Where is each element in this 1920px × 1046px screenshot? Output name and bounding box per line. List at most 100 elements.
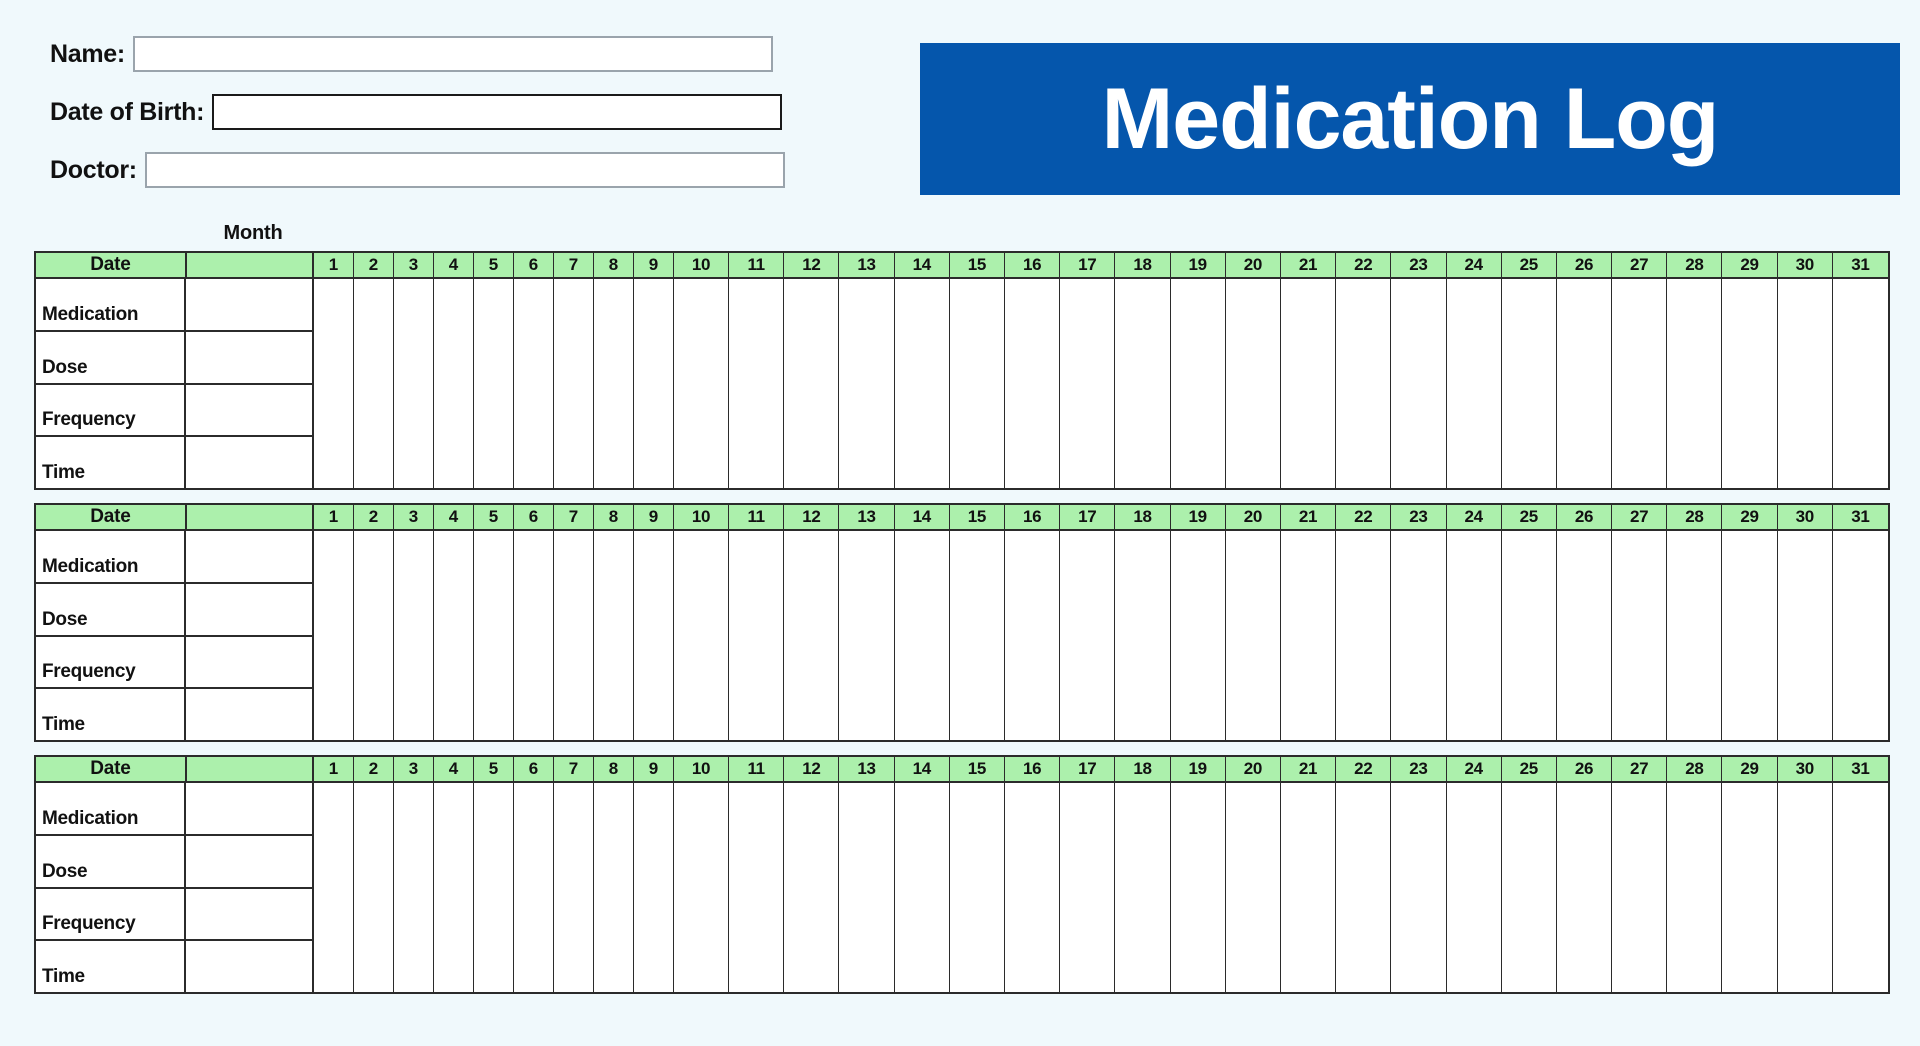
day-entry-column[interactable]: [1501, 531, 1557, 740]
day-entry-column[interactable]: [353, 783, 394, 992]
day-entry-column[interactable]: [313, 531, 354, 740]
day-entry-column[interactable]: [1446, 783, 1502, 992]
day-entry-column[interactable]: [729, 783, 785, 992]
day-entry-column[interactable]: [1391, 279, 1447, 488]
day-entry-column[interactable]: [1722, 279, 1778, 488]
day-entry-column[interactable]: [894, 783, 950, 992]
day-entry-column[interactable]: [353, 279, 394, 488]
day-entry-column[interactable]: [1280, 531, 1337, 740]
row-value-input-medication[interactable]: [186, 531, 312, 582]
day-entry-column[interactable]: [1115, 531, 1171, 740]
row-value-input-dose[interactable]: [186, 332, 312, 383]
day-entry-column[interactable]: [1280, 783, 1337, 992]
day-entry-column[interactable]: [673, 279, 730, 488]
day-entry-column[interactable]: [1060, 279, 1116, 488]
day-entry-column[interactable]: [1336, 531, 1392, 740]
day-entry-column[interactable]: [433, 531, 474, 740]
day-entry-column[interactable]: [393, 531, 434, 740]
day-entry-column[interactable]: [1501, 279, 1557, 488]
day-entry-column[interactable]: [839, 783, 895, 992]
day-entry-column[interactable]: [1777, 531, 1833, 740]
day-entry-column[interactable]: [1280, 279, 1337, 488]
day-entry-column[interactable]: [1336, 279, 1392, 488]
day-entry-column[interactable]: [1722, 531, 1778, 740]
date-of-birth-input[interactable]: [212, 94, 783, 130]
day-entry-column[interactable]: [1612, 279, 1668, 488]
day-entry-column[interactable]: [1060, 783, 1116, 992]
day-entry-column[interactable]: [784, 279, 840, 488]
day-entry-column[interactable]: [1667, 783, 1723, 992]
day-entry-column[interactable]: [1005, 279, 1061, 488]
row-value-input-frequency[interactable]: [186, 889, 312, 940]
month-input-cell[interactable]: [187, 253, 314, 277]
day-entry-column[interactable]: [1777, 279, 1833, 488]
row-value-input-time[interactable]: [186, 437, 312, 488]
day-entry-column[interactable]: [1667, 279, 1723, 488]
day-entry-column[interactable]: [1612, 783, 1668, 992]
day-entry-column[interactable]: [839, 279, 895, 488]
day-entry-column[interactable]: [1556, 279, 1613, 488]
day-entry-column[interactable]: [393, 783, 434, 992]
day-entry-column[interactable]: [949, 783, 1005, 992]
month-input-cell[interactable]: [187, 757, 314, 781]
day-entry-column[interactable]: [673, 783, 730, 992]
day-entry-column[interactable]: [1501, 783, 1557, 992]
day-entry-column[interactable]: [513, 531, 554, 740]
row-value-input-time[interactable]: [186, 941, 312, 992]
day-entry-column[interactable]: [1556, 783, 1613, 992]
day-entry-column[interactable]: [673, 531, 730, 740]
day-entry-column[interactable]: [1667, 531, 1723, 740]
day-entry-column[interactable]: [894, 279, 950, 488]
day-entry-column[interactable]: [1005, 783, 1061, 992]
day-entry-column[interactable]: [553, 531, 594, 740]
day-entry-column[interactable]: [633, 531, 674, 740]
day-entry-column[interactable]: [473, 279, 514, 488]
day-entry-column[interactable]: [593, 279, 634, 488]
day-entry-column[interactable]: [473, 783, 514, 992]
day-entry-column[interactable]: [839, 531, 895, 740]
day-entry-column[interactable]: [633, 783, 674, 992]
day-entry-column[interactable]: [729, 279, 785, 488]
day-entry-column[interactable]: [473, 531, 514, 740]
day-entry-column[interactable]: [1832, 531, 1888, 740]
day-entry-column[interactable]: [353, 531, 394, 740]
day-entry-column[interactable]: [1225, 531, 1281, 740]
day-entry-column[interactable]: [513, 783, 554, 992]
day-entry-column[interactable]: [1832, 279, 1888, 488]
row-value-input-medication[interactable]: [186, 279, 312, 330]
row-value-input-frequency[interactable]: [186, 385, 312, 436]
day-entry-column[interactable]: [949, 531, 1005, 740]
row-value-input-medication[interactable]: [186, 783, 312, 834]
doctor-input[interactable]: [144, 152, 785, 188]
day-entry-column[interactable]: [949, 279, 1005, 488]
day-entry-column[interactable]: [1005, 531, 1061, 740]
day-entry-column[interactable]: [393, 279, 434, 488]
day-entry-column[interactable]: [433, 783, 474, 992]
day-entry-column[interactable]: [513, 279, 554, 488]
day-entry-column[interactable]: [1612, 531, 1668, 740]
day-entry-column[interactable]: [1170, 783, 1226, 992]
day-entry-column[interactable]: [1170, 531, 1226, 740]
day-entry-column[interactable]: [1446, 531, 1502, 740]
day-entry-column[interactable]: [433, 279, 474, 488]
row-value-input-time[interactable]: [186, 689, 312, 740]
day-entry-column[interactable]: [784, 531, 840, 740]
day-entry-column[interactable]: [1115, 279, 1171, 488]
day-entry-column[interactable]: [1832, 783, 1888, 992]
day-entry-column[interactable]: [313, 279, 354, 488]
day-entry-column[interactable]: [729, 531, 785, 740]
day-entry-column[interactable]: [1115, 783, 1171, 992]
day-entry-column[interactable]: [1170, 279, 1226, 488]
day-entry-column[interactable]: [633, 279, 674, 488]
day-entry-column[interactable]: [1391, 531, 1447, 740]
day-entry-column[interactable]: [1556, 531, 1613, 740]
day-entry-column[interactable]: [1225, 783, 1281, 992]
day-entry-column[interactable]: [1391, 783, 1447, 992]
month-input-cell[interactable]: [187, 505, 314, 529]
day-entry-column[interactable]: [313, 783, 354, 992]
row-value-input-dose[interactable]: [186, 836, 312, 887]
row-value-input-frequency[interactable]: [186, 637, 312, 688]
day-entry-column[interactable]: [1446, 279, 1502, 488]
day-entry-column[interactable]: [784, 783, 840, 992]
day-entry-column[interactable]: [1225, 279, 1281, 488]
